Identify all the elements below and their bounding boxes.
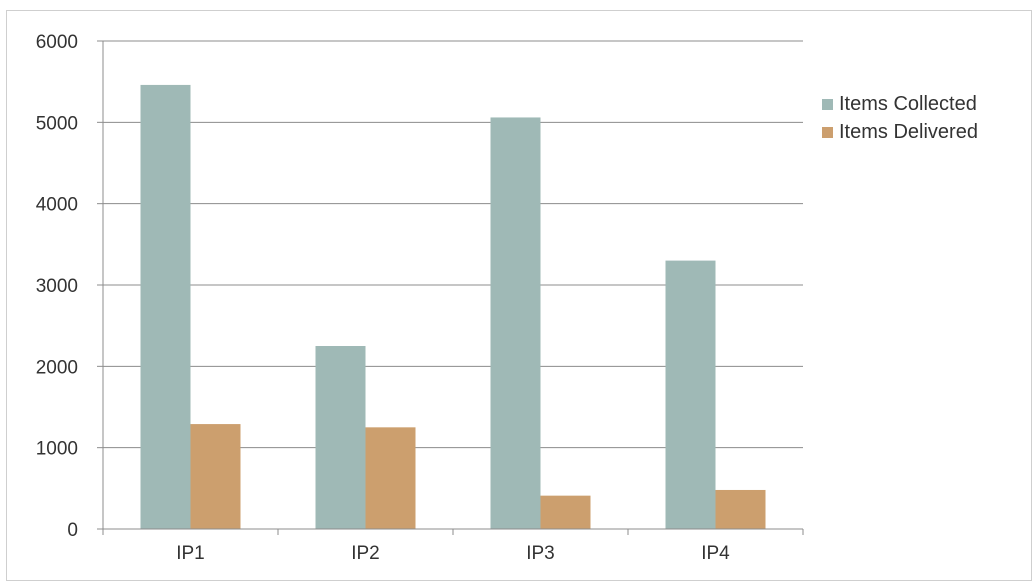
bar-items-delivered-ip4 xyxy=(715,489,766,529)
bar-items-delivered-ip3 xyxy=(540,495,591,529)
legend: Items Collected Items Delivered xyxy=(822,92,978,150)
legend-label-items-delivered: Items Delivered xyxy=(839,120,978,143)
x-tick-label-ip3: IP3 xyxy=(526,543,555,564)
x-tick-label-ip1: IP1 xyxy=(176,543,205,564)
y-tick-label: 0 xyxy=(67,520,78,541)
bars xyxy=(140,84,766,530)
x-tick-label-ip2: IP2 xyxy=(351,543,380,564)
legend-item-items-delivered: Items Delivered xyxy=(822,120,978,143)
legend-label-items-collected: Items Collected xyxy=(839,92,977,115)
x-axis-tick-labels: IP1 IP2 IP3 IP4 xyxy=(102,529,804,564)
y-tick-label: 6000 xyxy=(36,32,78,53)
bar-items-delivered-ip1 xyxy=(190,424,241,529)
legend-swatch-items-delivered xyxy=(822,126,833,138)
bar-items-collected-ip4 xyxy=(665,260,716,529)
bar-items-collected-ip3 xyxy=(490,117,541,529)
y-tick-label: 3000 xyxy=(36,276,78,297)
y-tick-label: 4000 xyxy=(36,195,78,216)
legend-item-items-collected: Items Collected xyxy=(822,92,978,115)
x-tick-label-ip4: IP4 xyxy=(701,543,730,564)
y-axis-tick-labels: 0 1000 2000 3000 4000 5000 6000 xyxy=(36,32,78,541)
bar-items-collected-ip1 xyxy=(140,84,191,530)
legend-swatch-items-collected xyxy=(822,98,833,110)
y-tick-label: 1000 xyxy=(36,439,78,460)
y-tick-label: 5000 xyxy=(36,113,78,134)
bar-items-delivered-ip2 xyxy=(365,427,416,529)
bar-items-collected-ip2 xyxy=(315,346,366,529)
y-tick-label: 2000 xyxy=(36,357,78,378)
